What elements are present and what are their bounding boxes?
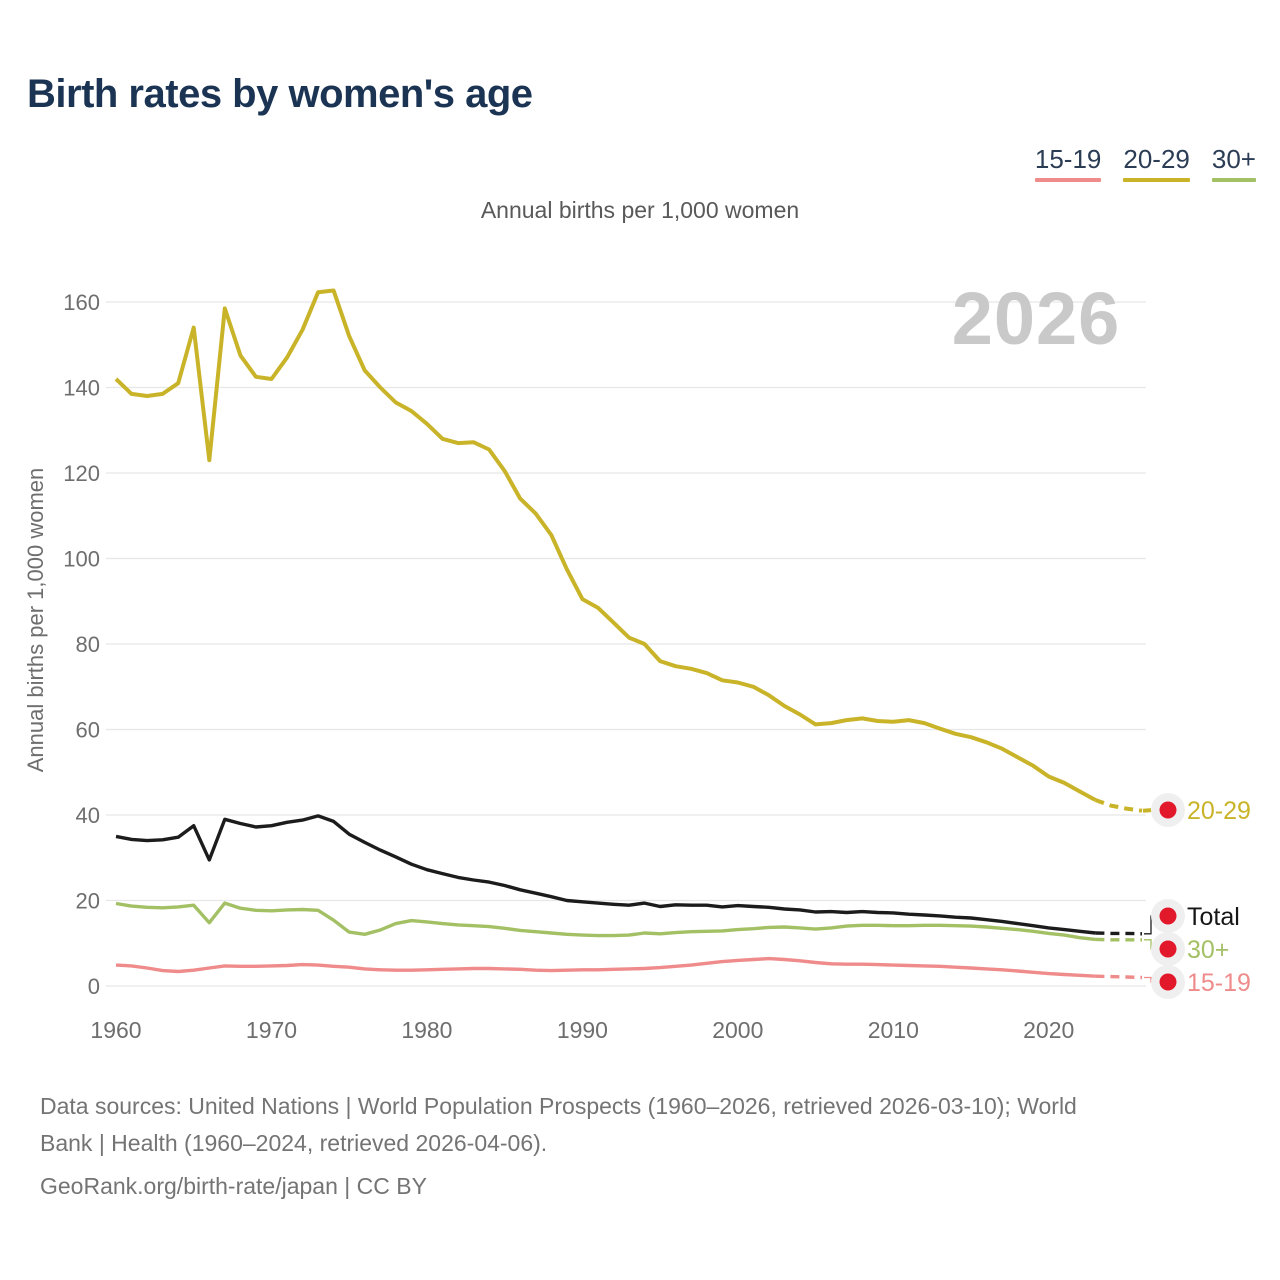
attribution-line: GeoRank.org/birth-rate/japan | CC BY [40,1173,427,1199]
y-axis-tick-40: 40 [76,803,100,828]
legend-item-label: 30+ [1211,144,1256,174]
series-15-19-projection [1095,974,1143,980]
series-30plus-line [115,901,1096,942]
y-axis-tick-140: 140 [63,376,100,401]
series-total-projection [1095,931,1143,936]
legend-item-label: 20-29 [1123,144,1190,174]
x-axis-tick-2020: 2020 [1023,1017,1074,1043]
series-total-dot [1159,907,1177,925]
series-20-29-dot [1159,801,1177,819]
legend-item-underline [1034,178,1102,182]
y-axis-tick-120: 120 [63,461,100,486]
legend: 15-19 20-29 30+ [1034,144,1256,182]
y-axis-tick-60: 60 [76,718,100,743]
series-20-29-end-label: 20-29 [1187,797,1251,825]
legend-item-label: 15-19 [1034,144,1102,174]
series-total-end-label: Total [1187,903,1240,931]
y-axis-tick-160: 160 [63,290,100,315]
series-20-29-connector [1142,808,1153,813]
y-axis-label: Annual births per 1,000 women [23,468,48,773]
series-20-29-projection [1094,798,1143,813]
watermark-year: 2026 [952,277,1121,360]
page-title: Birth rates by women's age [27,72,533,116]
x-axis-tick-1990: 1990 [557,1017,608,1043]
series-total-line [115,814,1096,935]
series-30plus-end-label: 30+ [1187,936,1229,964]
series-20-29-line [114,288,1097,802]
x-axis-tick-1960: 1960 [90,1017,141,1043]
legend-item-30plus[interactable]: 30+ [1211,144,1256,182]
legend-item-20-29[interactable]: 20-29 [1123,144,1190,182]
legend-item-underline [1211,178,1256,182]
series-15-19-line [115,956,1096,978]
y-axis-tick-20: 20 [76,889,100,914]
series-15-19-end-label: 15-19 [1187,969,1251,997]
x-axis-tick-1970: 1970 [246,1017,297,1043]
y-axis-tick-0: 0 [88,974,100,999]
x-axis-tick-2000: 2000 [712,1017,763,1043]
y-axis-tick-80: 80 [76,632,100,657]
series-30plus-dot [1159,940,1177,958]
legend-item-15-19[interactable]: 15-19 [1034,144,1102,182]
y-axis-tick-100: 100 [63,547,100,572]
legend-item-underline [1123,178,1190,182]
footer: Data sources: United Nations | World Pop… [40,1088,1077,1205]
chart-unit-subtitle: Annual births per 1,000 women [480,197,800,223]
data-sources-line: Data sources: United Nations | World Pop… [40,1093,1077,1119]
data-sources-line: Bank | Health (1960–2024, retrieved 2026… [40,1130,548,1156]
x-axis-tick-1980: 1980 [401,1017,452,1043]
x-axis-tick-2010: 2010 [868,1017,919,1043]
series-15-19-dot [1159,973,1177,991]
